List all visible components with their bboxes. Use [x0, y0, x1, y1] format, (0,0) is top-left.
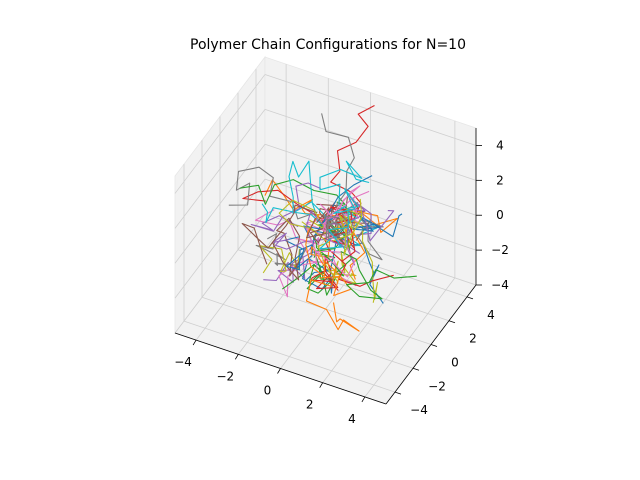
- z-tick-label: 2: [496, 173, 504, 187]
- z-tick-label: 0: [496, 208, 504, 222]
- y-tick-label: 0: [451, 356, 459, 370]
- polymer-chain-line: [261, 203, 349, 251]
- polymer-chain-line: [272, 226, 356, 266]
- x-tick-mark: [277, 368, 281, 374]
- y-tick-mark: [466, 296, 474, 300]
- polymer-chain-line: [319, 187, 359, 250]
- polymer-chain-line: [286, 175, 373, 271]
- chart-title: Polymer Chain Configurations for N=10: [190, 37, 466, 53]
- x-tick-label: −4: [174, 355, 192, 369]
- x-tick-label: 0: [264, 384, 272, 398]
- polymer-chain-line: [241, 204, 317, 265]
- grid-line: [264, 108, 477, 181]
- polymer-chain-line: [250, 182, 322, 232]
- z-tick-label: −2: [491, 243, 509, 257]
- grid-line: [183, 320, 396, 393]
- polymer-chain-line: [305, 213, 352, 297]
- polymer-chain-line: [351, 213, 403, 238]
- grid-line: [264, 143, 477, 216]
- grid-line: [174, 74, 266, 194]
- y-tick-mark: [430, 344, 438, 347]
- polymer-chains: [228, 105, 417, 332]
- y-tick-label: −2: [428, 379, 446, 393]
- grid-line: [201, 296, 414, 369]
- y-tick-label: −4: [410, 403, 428, 417]
- polymer-chain-line: [332, 198, 363, 256]
- polymer-chain-line: [255, 233, 308, 266]
- x-tick-mark: [361, 396, 366, 403]
- y-tick-mark: [412, 367, 420, 371]
- polymer-chain-line: [340, 251, 417, 300]
- polymer-chain-line: [228, 166, 318, 220]
- grid-line: [237, 249, 450, 322]
- polymer-chain-line: [330, 105, 375, 224]
- polymer-chain-line: [288, 160, 326, 218]
- x-tick-label: −2: [216, 369, 234, 383]
- grid-line: [174, 213, 266, 334]
- z-tick-label: 4: [496, 138, 504, 152]
- grid-line: [174, 109, 266, 229]
- grid-line: [174, 143, 266, 264]
- x-tick-mark: [192, 339, 197, 346]
- x-tick-mark: [234, 354, 239, 360]
- z-tick-label: −4: [491, 278, 509, 292]
- polymer-chain-line: [323, 231, 394, 287]
- x-tick-label: 4: [348, 412, 356, 426]
- polymer-chain-line: [319, 185, 361, 244]
- polymer-chain-line: [305, 265, 360, 332]
- y-tick-label: 4: [487, 308, 495, 322]
- y-tick-label: 2: [469, 332, 477, 346]
- x-tick-label: 2: [306, 398, 314, 412]
- x-tick-mark: [319, 382, 324, 388]
- grid-line: [264, 74, 477, 146]
- y-tick-mark: [448, 320, 456, 324]
- y-tick-mark: [394, 391, 402, 395]
- grid-line: [255, 225, 468, 298]
